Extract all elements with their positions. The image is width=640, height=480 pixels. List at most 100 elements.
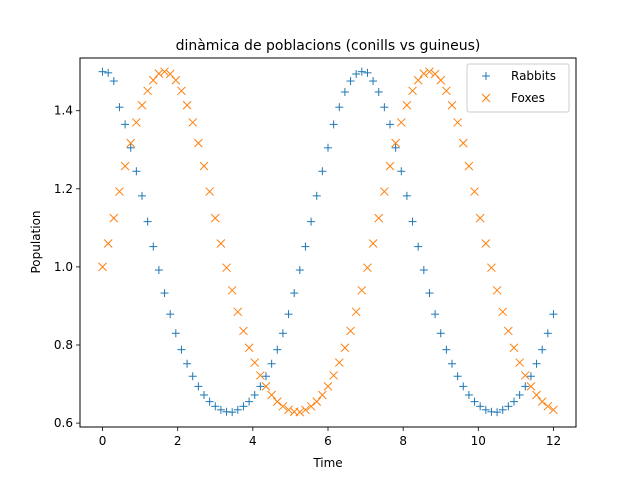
data-point-rabbits bbox=[262, 372, 270, 381]
data-point-foxes bbox=[334, 358, 344, 367]
data-point-rabbits bbox=[171, 329, 180, 338]
data-point-foxes bbox=[396, 118, 406, 127]
data-point-foxes bbox=[458, 138, 468, 148]
data-point-foxes bbox=[402, 100, 412, 110]
data-point-foxes bbox=[351, 307, 361, 317]
data-point-foxes bbox=[380, 187, 389, 196]
legend-label-foxes: Foxes bbox=[511, 91, 545, 105]
data-point-foxes bbox=[301, 405, 310, 415]
data-point-rabbits bbox=[335, 103, 344, 112]
data-point-rabbits bbox=[205, 397, 214, 406]
data-point-rabbits bbox=[340, 87, 349, 96]
data-point-foxes bbox=[188, 118, 198, 127]
data-point-foxes bbox=[244, 343, 254, 353]
data-point-rabbits bbox=[188, 372, 197, 381]
data-point-foxes bbox=[487, 263, 496, 273]
y-tick-label: 1.2 bbox=[54, 182, 73, 196]
data-point-foxes bbox=[210, 213, 220, 223]
data-point-rabbits bbox=[273, 345, 282, 354]
legend-label-rabbits: Rabbits bbox=[511, 69, 556, 83]
data-point-foxes bbox=[408, 86, 417, 96]
data-point-rabbits bbox=[183, 359, 192, 368]
legend-marker-glyph bbox=[482, 72, 490, 80]
data-point-rabbits bbox=[549, 310, 558, 319]
data-point-foxes bbox=[464, 161, 474, 171]
data-point-rabbits bbox=[448, 359, 456, 368]
data-point-rabbits bbox=[138, 191, 146, 200]
y-tick-label: 0.6 bbox=[54, 416, 73, 430]
data-point-foxes bbox=[312, 397, 322, 406]
data-point-foxes bbox=[194, 138, 203, 148]
x-axis: 0 2 4 6 8 10 12 bbox=[99, 427, 561, 448]
data-point-rabbits bbox=[216, 405, 225, 414]
y-tick-label: 1.4 bbox=[54, 104, 73, 118]
data-point-rabbits bbox=[352, 70, 361, 79]
data-point-foxes bbox=[132, 118, 141, 127]
data-point-rabbits bbox=[470, 397, 479, 406]
data-point-rabbits bbox=[278, 329, 287, 338]
data-point-foxes bbox=[509, 343, 519, 353]
data-point-foxes bbox=[481, 239, 491, 248]
data-point-rabbits bbox=[363, 68, 372, 77]
data-point-rabbits bbox=[391, 143, 400, 152]
data-point-rabbits bbox=[386, 120, 394, 129]
data-point-rabbits bbox=[397, 167, 406, 176]
data-point-foxes bbox=[250, 358, 260, 367]
data-point-foxes bbox=[137, 100, 147, 110]
data-point-foxes bbox=[222, 263, 231, 273]
data-point-rabbits bbox=[121, 120, 130, 129]
data-point-foxes bbox=[109, 213, 119, 223]
data-point-rabbits bbox=[419, 266, 428, 275]
legend-marker-glyph bbox=[481, 93, 491, 103]
data-point-rabbits bbox=[250, 390, 259, 399]
data-point-rabbits bbox=[295, 266, 304, 275]
data-point-rabbits bbox=[532, 359, 541, 368]
data-point-foxes bbox=[340, 343, 350, 353]
data-point-rabbits bbox=[515, 390, 524, 399]
data-point-rabbits bbox=[115, 103, 124, 112]
data-point-foxes bbox=[272, 397, 282, 406]
data-point-foxes bbox=[233, 307, 243, 317]
data-point-foxes bbox=[436, 75, 446, 85]
data-point-foxes bbox=[261, 382, 271, 391]
data-point-rabbits bbox=[149, 242, 158, 251]
data-point-foxes bbox=[267, 390, 276, 400]
data-point-foxes bbox=[205, 187, 214, 196]
data-point-rabbits bbox=[290, 289, 299, 298]
data-point-rabbits bbox=[374, 87, 383, 96]
data-point-rabbits bbox=[521, 382, 530, 391]
data-point-foxes bbox=[199, 161, 209, 171]
data-point-foxes bbox=[532, 390, 541, 400]
data-point-foxes bbox=[329, 371, 338, 380]
data-point-foxes bbox=[363, 263, 372, 273]
data-point-foxes bbox=[391, 138, 400, 148]
series-rabbits bbox=[98, 67, 558, 417]
data-point-foxes bbox=[171, 75, 181, 85]
data-point-foxes bbox=[504, 326, 513, 336]
data-point-foxes bbox=[453, 118, 462, 127]
x-axis-label: Time bbox=[312, 456, 342, 470]
data-point-foxes bbox=[98, 262, 107, 272]
data-point-rabbits bbox=[245, 397, 254, 406]
data-point-foxes bbox=[323, 382, 333, 391]
data-point-rabbits bbox=[284, 310, 293, 319]
data-point-rabbits bbox=[301, 242, 310, 251]
data-point-rabbits bbox=[256, 382, 265, 391]
data-point-rabbits bbox=[307, 217, 316, 226]
data-point-foxes bbox=[148, 75, 158, 85]
data-point-foxes bbox=[492, 285, 502, 295]
data-point-foxes bbox=[177, 86, 186, 96]
data-point-rabbits bbox=[166, 310, 175, 319]
data-point-foxes bbox=[374, 213, 384, 223]
data-point-foxes bbox=[103, 239, 113, 248]
plot-area bbox=[98, 67, 558, 417]
data-point-foxes bbox=[537, 397, 547, 406]
data-point-rabbits bbox=[143, 217, 152, 226]
data-point-foxes bbox=[413, 75, 423, 85]
data-point-foxes bbox=[120, 161, 130, 171]
x-tick-label: 2 bbox=[174, 434, 182, 448]
data-point-rabbits bbox=[132, 167, 141, 176]
data-point-foxes bbox=[115, 187, 124, 196]
x-tick-label: 8 bbox=[399, 434, 407, 448]
data-point-rabbits bbox=[312, 191, 321, 200]
